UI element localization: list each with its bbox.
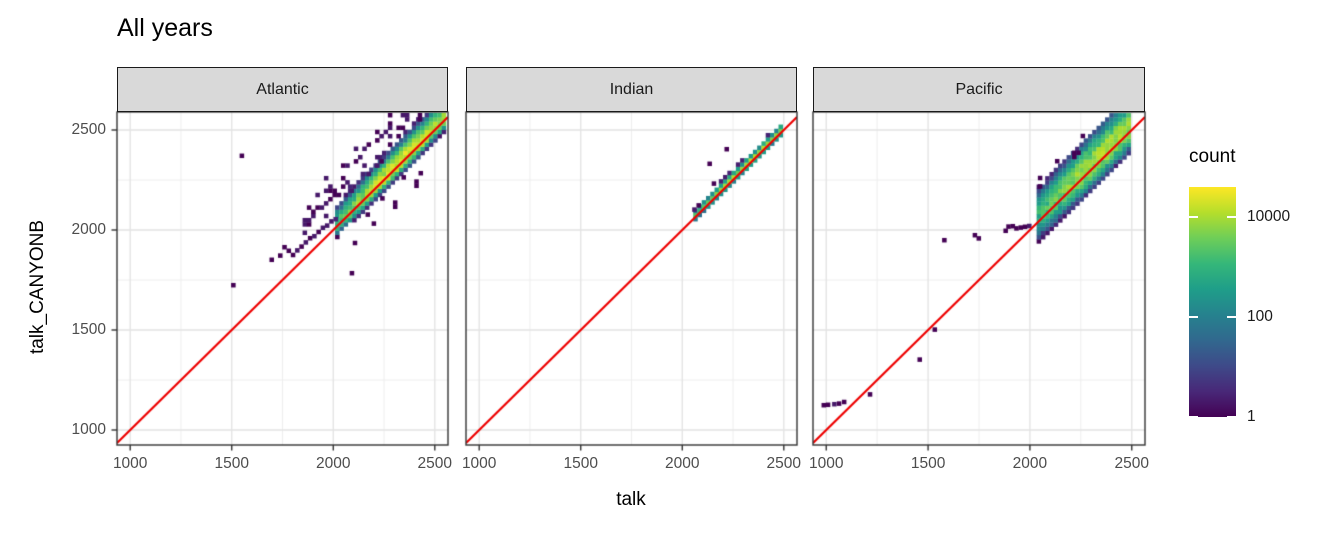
legend-tick-mark: [1227, 216, 1236, 219]
x-tick-label: 1500: [910, 455, 946, 472]
x-tick-label: 1500: [563, 455, 598, 472]
legend-tick-label: 1: [1247, 407, 1256, 425]
facet-strip-atlantic: Atlantic: [117, 67, 448, 112]
legend-tick-mark: [1227, 316, 1236, 319]
x-tick-label: 2500: [417, 455, 453, 472]
facet-strip-label: Pacific: [955, 80, 1003, 98]
x-tick-label: 2000: [665, 455, 700, 472]
legend-tick-mark: [1189, 316, 1198, 319]
legend-colorbar: [1189, 187, 1236, 417]
facet-strip-indian: Indian: [466, 67, 797, 112]
x-tick-label: 1000: [808, 455, 844, 472]
legend-tick-mark: [1189, 416, 1198, 418]
chart-title: All years: [117, 14, 213, 42]
y-tick-label: 2500: [71, 121, 106, 138]
x-tick-label: 1000: [461, 455, 497, 472]
x-tick-label: 2500: [766, 455, 802, 472]
x-tick-label: 2000: [316, 455, 351, 472]
facet-strip-pacific: Pacific: [813, 67, 1145, 112]
x-tick-label: 2500: [1114, 455, 1149, 472]
y-tick-label: 2000: [71, 221, 106, 238]
legend-title: count: [1189, 146, 1236, 167]
facet-strip-label: Indian: [609, 80, 654, 98]
x-tick-label: 2000: [1012, 455, 1048, 472]
x-tick-label: 1000: [112, 455, 148, 472]
legend-tick-mark: [1227, 416, 1236, 418]
y-tick-label: 1000: [71, 421, 106, 438]
legend-tick-mark: [1189, 216, 1198, 219]
legend-tick-label: 100: [1247, 307, 1273, 325]
x-axis-title: talk: [616, 489, 646, 510]
x-tick-label: 1500: [214, 455, 249, 472]
y-tick-label: 1500: [71, 321, 106, 338]
facet-strip-label: Atlantic: [256, 80, 309, 98]
y-axis-title: talk_CANYONB: [27, 219, 48, 355]
legend-tick-label: 10000: [1247, 207, 1291, 225]
